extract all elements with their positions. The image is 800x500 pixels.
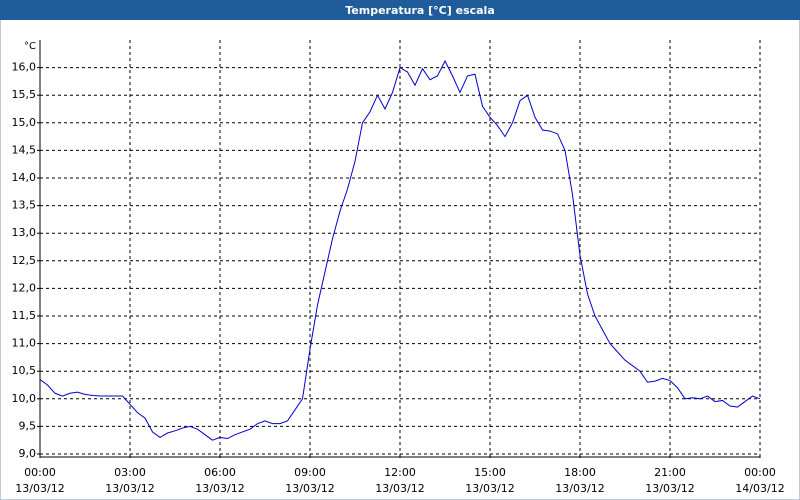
y-tick-label: 14,0 [12, 171, 37, 184]
x-tick-label: 18:00 13/03/12 [555, 466, 604, 495]
x-tick-label: 00:00 13/03/12 [15, 466, 64, 495]
y-tick-label: 10,5 [12, 364, 37, 377]
y-tick-label: 14,5 [12, 143, 37, 156]
x-tick-label: 06:00 13/03/12 [195, 466, 244, 495]
y-tick-label: 13,5 [12, 199, 37, 212]
x-tick-label: 00:00 14/03/12 [735, 466, 784, 495]
chart-title: Temperatura [°C] escala [345, 4, 495, 17]
y-tick-label: 9,5 [19, 419, 37, 432]
y-tick-label: 11,5 [12, 309, 37, 322]
x-tick-label: 03:00 13/03/12 [105, 466, 154, 495]
y-tick-label: 16,0 [12, 61, 37, 74]
y-tick-label: 15,0 [12, 116, 37, 129]
x-tick-label: 21:00 13/03/12 [645, 466, 694, 495]
x-tick-label: 09:00 13/03/12 [285, 466, 334, 495]
y-tick-label: 9,0 [19, 447, 37, 460]
y-tick-label: 15,5 [12, 88, 37, 101]
y-axis-label: °C [24, 41, 36, 52]
y-tick-label: 12,5 [12, 254, 37, 267]
temperature-line [39, 59, 761, 441]
x-tick-label: 12:00 13/03/12 [375, 466, 424, 495]
y-tick-label: 12,0 [12, 281, 37, 294]
x-tick-label: 15:00 13/03/12 [465, 466, 514, 495]
y-tick-label: 13,0 [12, 226, 37, 239]
y-tick-label: 11,0 [12, 337, 37, 350]
title-bar [0, 0, 800, 20]
y-tick-label: 10,0 [12, 392, 37, 405]
